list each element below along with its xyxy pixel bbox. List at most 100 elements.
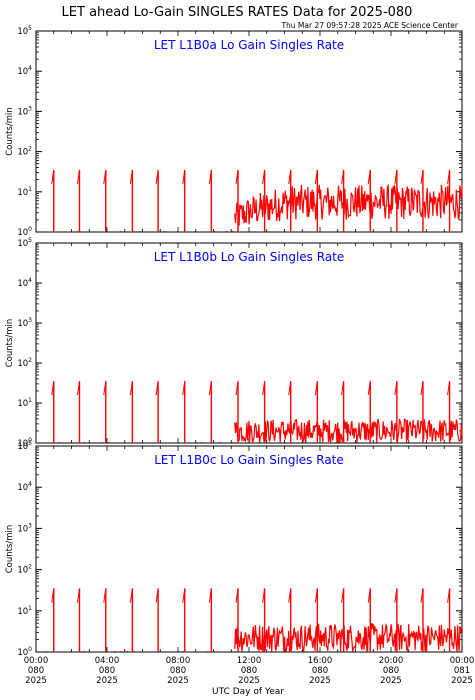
panel-title: LET L1B0c Lo Gain Singles Rate [154, 453, 344, 467]
x-tick-label: 2025 [380, 676, 402, 686]
baseline-point [83, 651, 85, 652]
spike-shoulder [208, 169, 212, 184]
spike-shoulder [314, 169, 318, 184]
baseline-point [120, 651, 122, 652]
spike-shoulder [103, 381, 107, 396]
spike-shoulder [76, 381, 80, 396]
spike-shoulder [182, 169, 186, 184]
x-tick-label: 2025 [25, 676, 47, 686]
spike-shoulder [155, 169, 159, 184]
spike-shoulder [51, 381, 55, 396]
spike-shoulder [208, 381, 212, 396]
spike-shoulder [262, 169, 266, 184]
baseline-point [114, 651, 116, 652]
x-tick-label: 081 [454, 666, 470, 676]
spike-shoulder [182, 588, 186, 603]
spike-shoulder [314, 381, 318, 396]
x-tick-label: 080 [312, 666, 328, 676]
y-tick-label: 101 [17, 397, 32, 409]
spike-shoulder [367, 588, 371, 603]
spike-shoulder [51, 588, 55, 603]
y-tick-label: 103 [17, 105, 32, 117]
panel-frame [35, 242, 463, 444]
y-axis-label: Counts/min [5, 107, 15, 156]
spike-shoulder [447, 169, 451, 184]
y-axis-label: Counts/min [5, 319, 15, 368]
spike-shoulder [103, 588, 107, 603]
baseline-point [101, 442, 104, 443]
spike-shoulder [262, 381, 266, 396]
spike-shoulder [341, 588, 345, 603]
baseline-point [58, 442, 60, 443]
y-tick-label: 105 [17, 25, 32, 37]
series-data [51, 381, 463, 444]
generation-timestamp: Thu Mar 27 09:57:28 2025 ACE Science Cen… [280, 21, 458, 30]
spike-shoulder [155, 381, 159, 396]
baseline-point [182, 651, 184, 652]
spike-shoulder [420, 169, 424, 184]
x-tick-label: 2025 [309, 676, 331, 686]
x-tick-label: 080 [99, 666, 115, 676]
spike-shoulder [394, 381, 398, 396]
baseline-point [120, 231, 122, 232]
x-tick-label: 2025 [167, 676, 189, 686]
baseline-point [194, 651, 197, 652]
baseline-point [83, 442, 85, 443]
spike-shoulder [235, 588, 239, 603]
y-tick-label: 100 [17, 646, 32, 658]
spike-shoulder [367, 169, 371, 184]
y-tick-label: 101 [17, 605, 32, 617]
x-tick-label: 00:00 [24, 656, 49, 666]
x-axis-label: UTC Day of Year [212, 687, 284, 697]
y-tick-label: 102 [17, 146, 32, 158]
x-axis: 00:00080202504:00080202508:00080202512:0… [24, 656, 475, 686]
baseline-point [107, 442, 110, 443]
y-tick-label: 105 [17, 237, 32, 249]
noise-trace [234, 418, 463, 444]
panel-3: 100 101 102 103 104 105 Counts/min LET L1B0c Lo… [5, 440, 463, 658]
x-tick-label: 20:00 [379, 656, 404, 666]
spike-shoulder [208, 588, 212, 603]
spike-shoulder [288, 381, 292, 396]
baseline-point [76, 231, 79, 232]
x-tick-label: 2025 [96, 676, 118, 686]
panel-2: 100 101 102 103 104 105 Counts/min LET L1B0b Lo… [5, 237, 463, 449]
x-tick-label: 080 [28, 666, 44, 676]
spike-shoulder [129, 381, 133, 396]
x-tick-label: 08:00 [166, 656, 191, 666]
baseline-point [163, 231, 166, 232]
spike-shoulder [341, 169, 345, 184]
spike-shoulder [288, 169, 292, 184]
spike-shoulder [394, 588, 398, 603]
baseline-point [45, 651, 48, 652]
x-tick-label: 00:00 [450, 656, 475, 666]
baseline-point [219, 442, 222, 443]
spike-shoulder [288, 588, 292, 603]
spike-shoulder [155, 588, 159, 603]
spike-shoulder [129, 169, 133, 184]
baseline-point [126, 651, 129, 652]
panel-title: LET L1B0b Lo Gain Singles Rate [154, 250, 345, 264]
spike-shoulder [235, 169, 239, 184]
spike-shoulder [235, 381, 239, 396]
spike-shoulder [314, 588, 318, 603]
y-axis-label: Counts/min [5, 525, 15, 574]
y-tick-label: 101 [17, 186, 32, 198]
baseline-point [232, 442, 234, 443]
y-tick-label: 102 [17, 564, 32, 576]
x-tick-label: 12:00 [237, 656, 262, 666]
baseline-point [201, 442, 203, 443]
panel-1: 100 101 102 103 104 105 Counts/min LET L1B0a Lo… [5, 25, 463, 238]
noise-trace [234, 183, 463, 226]
baseline-point [138, 231, 141, 232]
y-tick-label: 102 [17, 357, 32, 369]
spike-shoulder [262, 588, 266, 603]
